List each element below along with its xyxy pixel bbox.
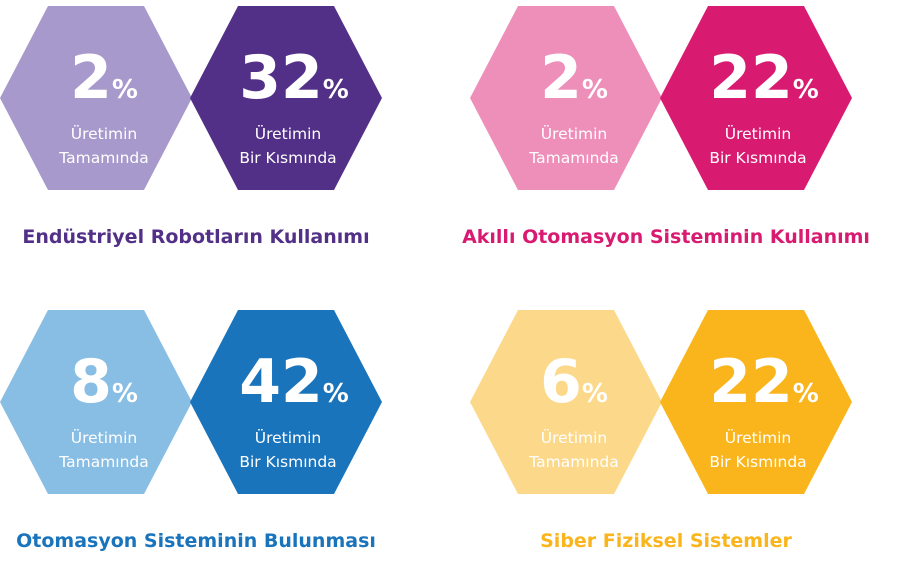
value-label-full: 2% [540,43,608,113]
value-label-full: 6% [540,347,608,417]
category-label-partial-line2: Bir Kısmında [709,149,806,167]
category-label-full-line1: Üretimin [71,124,138,143]
hexagon-full-production [470,6,662,190]
category-label-full-line1: Üretimin [541,428,608,447]
hexagon-partial-production [660,6,852,190]
value-label-partial: 22% [709,347,819,417]
category-label-full-line1: Üretimin [71,428,138,447]
chart-title: Otomasyon Sisteminin Bulunması [16,530,376,552]
hexagon-full-production [470,310,662,494]
hexagon-partial-production [660,310,852,494]
hexagon-partial-production [190,310,382,494]
category-label-partial-line1: Üretimin [255,124,322,143]
category-label-partial-line1: Üretimin [725,428,792,447]
panel-akilli-otomasyon: 2% 22% Üretimin Tamamında Üretimin Bir K… [462,6,870,248]
hexagon-full-production [0,310,192,494]
value-label-full: 8% [70,347,138,417]
value-label-partial: 22% [709,43,819,113]
chart-title: Siber Fiziksel Sistemler [540,530,792,552]
category-label-partial-line2: Bir Kısmında [239,149,336,167]
category-label-partial-line2: Bir Kısmında [239,453,336,471]
category-label-full-line2: Tamamında [58,149,149,167]
category-label-partial-line1: Üretimin [725,124,792,143]
panel-otomasyon-sistemi: 8% 42% Üretimin Tamamında Üretimin Bir K… [0,310,382,552]
chart-title: Endüstriyel Robotların Kullanımı [22,226,369,248]
category-label-full-line1: Üretimin [541,124,608,143]
hexagon-partial-production [190,6,382,190]
category-label-partial-line1: Üretimin [255,428,322,447]
value-label-partial: 42% [239,347,349,417]
category-label-partial-line2: Bir Kısmında [709,453,806,471]
category-label-full-line2: Tamamında [58,453,149,471]
panel-siber-fiziksel: 6% 22% Üretimin Tamamında Üretimin Bir K… [470,310,852,552]
value-label-partial: 32% [239,43,349,113]
value-label-full: 2% [70,43,138,113]
hexagon-full-production [0,6,192,190]
panel-endustriyel-robotlar: 2% 32% Üretimin Tamamında Üretimin Bir K… [0,6,382,248]
chart-title: Akıllı Otomasyon Sisteminin Kullanımı [462,226,870,248]
category-label-full-line2: Tamamında [528,453,619,471]
category-label-full-line2: Tamamında [528,149,619,167]
